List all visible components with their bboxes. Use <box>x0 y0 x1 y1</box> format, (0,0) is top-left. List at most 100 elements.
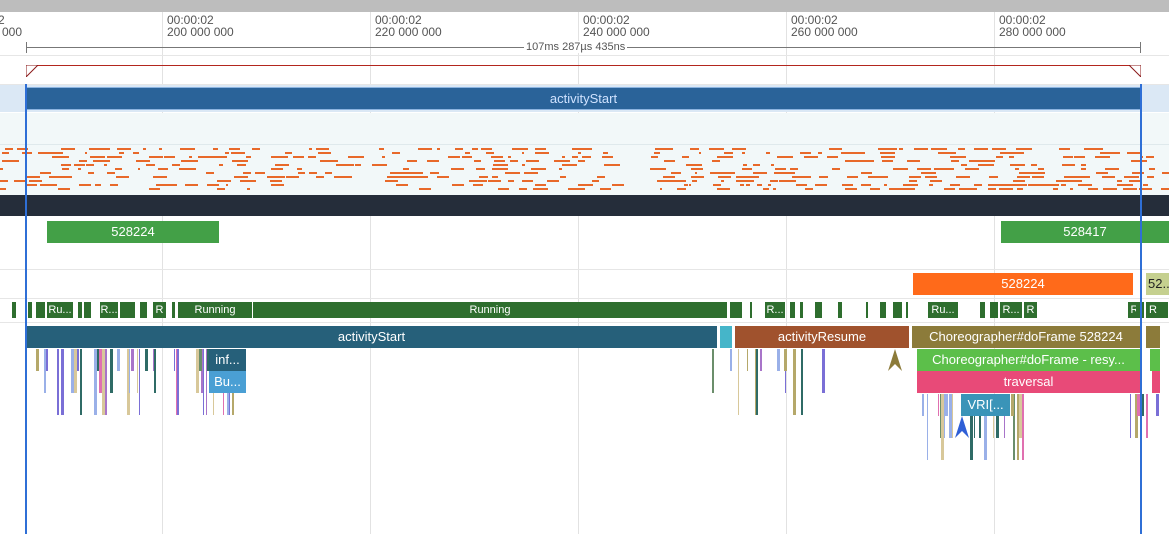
thread-state-sliver[interactable] <box>36 302 45 318</box>
thread-state-sliver[interactable] <box>738 302 742 318</box>
cpu-slice <box>992 148 1007 150</box>
tick-time: 00:00:02 <box>375 13 422 27</box>
thread-state-sliver[interactable] <box>990 302 998 318</box>
traversal-slice[interactable]: traversal <box>917 371 1140 393</box>
activity-resume-slice[interactable]: activityResume <box>735 326 909 348</box>
cpu-slice <box>1030 172 1046 174</box>
thread-state-running[interactable]: R... <box>1000 302 1022 318</box>
vri-slice[interactable]: VRI[... <box>961 394 1010 416</box>
thread-state-sliver[interactable] <box>84 302 91 318</box>
thread-state-sliver[interactable] <box>28 302 32 318</box>
cpu-slice <box>955 176 970 178</box>
cpu-slice <box>62 168 70 170</box>
cpu-slice <box>1138 188 1153 190</box>
cpu-activity-track[interactable] <box>0 148 1169 192</box>
cpu-slice <box>79 184 91 186</box>
thread-state-sliver[interactable] <box>898 302 902 318</box>
expected-frame-slice[interactable]: 52... <box>1146 273 1169 295</box>
minor-slice <box>970 394 974 460</box>
cpu-slice <box>799 176 811 178</box>
cpu-slice <box>908 176 922 178</box>
cpu-slice <box>103 164 107 166</box>
thread-state-sliver[interactable] <box>78 302 82 318</box>
thread-state-sliver[interactable] <box>1160 302 1168 318</box>
traversal-slice-next[interactable] <box>1152 371 1160 393</box>
activity-start-slice[interactable]: activityStart <box>26 326 717 348</box>
thread-state-sliver[interactable] <box>906 302 908 318</box>
cpu-slice <box>1160 188 1169 190</box>
thread-state-running[interactable]: Ru... <box>47 302 73 318</box>
cpu-slice <box>315 148 330 150</box>
minor-slice <box>1137 394 1141 416</box>
actual-frame-slice[interactable]: 528417 <box>1001 221 1169 243</box>
flow-arrow-icon[interactable] <box>888 349 902 371</box>
cpu-slice <box>829 148 842 150</box>
top-activity-start-slice[interactable]: activityStart <box>26 87 1141 110</box>
thread-state-sliver[interactable] <box>750 302 752 318</box>
thread-state-sliver[interactable] <box>815 302 822 318</box>
thread-state-sliver[interactable] <box>790 302 795 318</box>
thread-state-sliver[interactable] <box>172 302 175 318</box>
thread-state-running[interactable]: R <box>1146 302 1160 318</box>
cpu-slice <box>1027 184 1036 186</box>
thread-state-running[interactable]: R... <box>765 302 785 318</box>
inflate-slice[interactable]: inf... <box>209 349 246 371</box>
selection-end-line[interactable] <box>1140 84 1142 534</box>
thread-state-running[interactable]: Ru... <box>928 302 958 318</box>
cpu-slice <box>988 188 997 190</box>
minor-slice <box>177 349 180 415</box>
thread-state-track[interactable]: Ru... R... R Running Running R... Ru... … <box>0 302 1169 319</box>
thread-state-sliver[interactable] <box>880 302 886 318</box>
thread-state-running[interactable]: Running <box>178 302 252 318</box>
thread-state-sliver[interactable] <box>145 302 147 318</box>
cpu-slice <box>901 188 916 190</box>
thread-state-sliver[interactable] <box>120 302 129 318</box>
cpu-slice <box>950 184 960 186</box>
thread-state-sliver[interactable] <box>12 302 16 318</box>
cpu-slice <box>714 184 722 186</box>
cpu-slice <box>40 172 51 174</box>
thread-state-running[interactable]: R <box>153 302 166 318</box>
thread-state-sliver[interactable] <box>800 302 803 318</box>
do-frame-slice-next[interactable] <box>1146 326 1160 348</box>
cpu-slice <box>1013 184 1027 186</box>
cpu-slice <box>1009 156 1014 158</box>
thread-state-running[interactable]: R... <box>100 302 118 318</box>
thread-state-running[interactable]: Running <box>253 302 727 318</box>
thread-state-sliver[interactable] <box>838 302 842 318</box>
cpu-slice <box>776 168 786 170</box>
build-slice[interactable]: Bu... <box>209 371 246 393</box>
bracket-end-marker[interactable] <box>1129 65 1141 77</box>
small-slice[interactable] <box>720 326 732 348</box>
thread-state-sliver[interactable] <box>127 302 135 318</box>
thread-state-sliver[interactable] <box>980 302 985 318</box>
cpu-slice <box>73 164 86 166</box>
flow-arrow-icon[interactable] <box>955 416 969 438</box>
do-frame-slice[interactable]: Choreographer#doFrame 528224 <box>912 326 1140 348</box>
thread-state-sliver[interactable] <box>893 302 899 318</box>
cpu-slice <box>89 156 106 158</box>
cpu-track-area <box>0 113 1169 195</box>
thread-state-sliver[interactable] <box>866 302 868 318</box>
expected-frame-slice[interactable]: 528224 <box>913 273 1133 295</box>
cpu-slice <box>950 160 960 162</box>
thread-state-sliver[interactable] <box>140 302 147 318</box>
cpu-slice <box>145 164 155 166</box>
cpu-slice <box>960 164 968 166</box>
cpu-slice <box>52 156 63 158</box>
thread-state-sliver[interactable] <box>730 302 739 318</box>
resync-slice-next[interactable] <box>1150 349 1160 371</box>
cpu-slice <box>270 180 280 182</box>
cpu-slice <box>690 176 704 178</box>
cpu-slice <box>1010 164 1020 166</box>
cpu-slice <box>1124 176 1139 178</box>
thread-state-running[interactable]: R <box>1024 302 1037 318</box>
cpu-slice <box>1038 168 1045 170</box>
cpu-slice <box>875 176 888 178</box>
bracket-start-marker[interactable] <box>26 65 38 77</box>
do-frame-resync-slice[interactable]: Choreographer#doFrame - resy... <box>917 349 1140 371</box>
process-header-band[interactable] <box>0 195 1169 216</box>
cpu-slice <box>231 148 241 150</box>
actual-frame-slice[interactable]: 528224 <box>47 221 219 243</box>
selection-start-line[interactable] <box>25 84 27 534</box>
